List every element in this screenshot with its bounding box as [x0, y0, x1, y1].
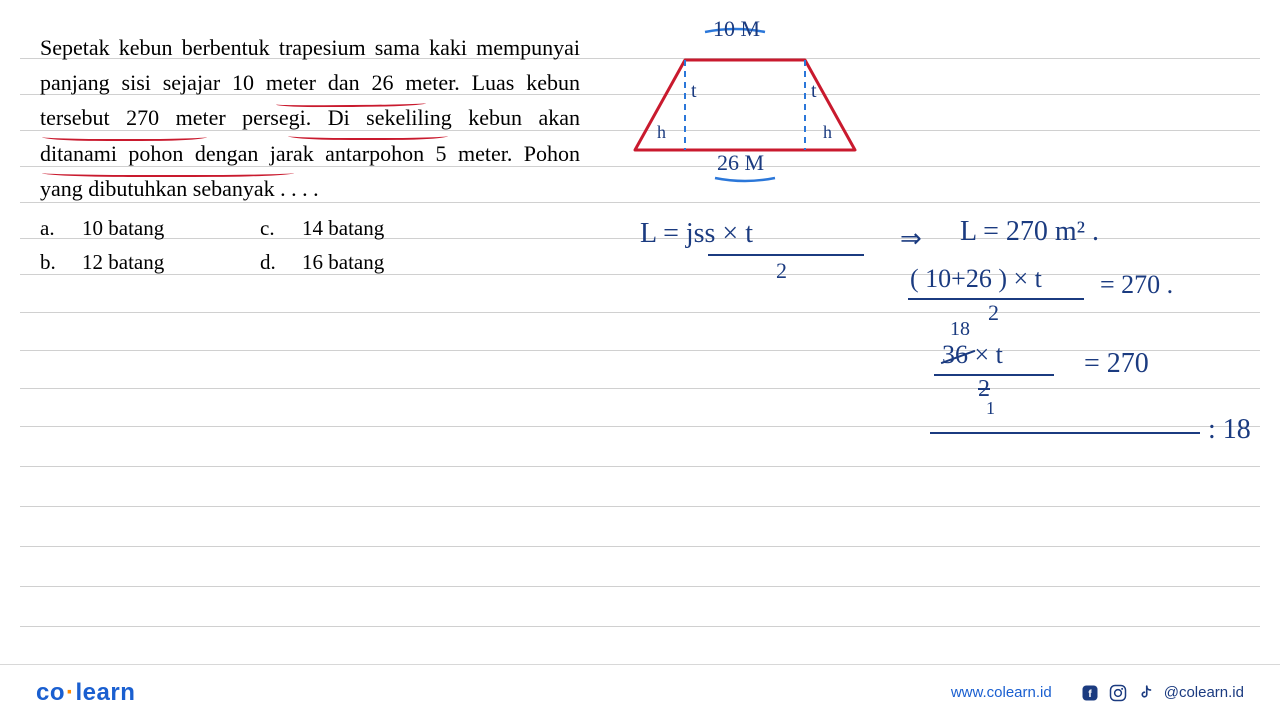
trapezoid-svg	[615, 20, 915, 210]
option-text-a: 10 batang	[82, 212, 164, 246]
footer-socials: f @colearn.id	[1080, 683, 1244, 703]
instagram-icon	[1108, 683, 1128, 703]
diagram-bottom-label: 26 M	[717, 150, 764, 176]
footer-handle: @colearn.id	[1164, 684, 1244, 701]
formula-line3-top: 18	[950, 318, 970, 341]
option-label-a: a.	[40, 212, 64, 246]
diagram-t-right: t	[811, 80, 817, 103]
logo-left: co	[36, 679, 65, 706]
problem-text: Sepetak kebun berbentuk trapesium sama k…	[40, 30, 580, 279]
trapezoid-diagram: 10 M t t h h 26 M	[615, 20, 915, 200]
option-label-c: c.	[260, 212, 284, 246]
option-d: d. 16 batang	[260, 246, 480, 280]
formula-frac-line-3	[934, 374, 1054, 376]
option-text-b: 12 batang	[82, 246, 164, 280]
diagram-h-left: h	[657, 122, 666, 143]
diagram-t-left: t	[691, 80, 697, 103]
option-label-d: d.	[260, 246, 284, 280]
formula-frac-line-1	[708, 254, 864, 256]
option-c: c. 14 batang	[260, 212, 480, 246]
formula-arrow: ⇒	[900, 224, 922, 254]
content-area: Sepetak kebun berbentuk trapesium sama k…	[0, 0, 1280, 720]
logo: co·learn	[36, 679, 135, 707]
facebook-icon: f	[1080, 683, 1100, 703]
formula-line1-right: L = 270 m² .	[960, 216, 1099, 248]
footer-website: www.colearn.id	[951, 684, 1052, 701]
diagram-top-label: 10 M	[713, 16, 760, 42]
options-grid: a. 10 batang c. 14 batang b. 12 batang d…	[40, 212, 580, 279]
footer-right: www.colearn.id f @colearn.id	[951, 683, 1244, 703]
formula-line1-den: 2	[776, 258, 787, 284]
option-text-d: 16 batang	[302, 246, 384, 280]
option-label-b: b.	[40, 246, 64, 280]
diagram-h-right: h	[823, 122, 832, 143]
formula-line2-den: 2	[988, 300, 999, 326]
formula-line3-eq: = 270	[1084, 348, 1149, 380]
option-a: a. 10 batang	[40, 212, 260, 246]
formula-line3-den-sub: 1	[986, 398, 995, 419]
formula-line2: ( 10+26 ) × t	[910, 264, 1042, 294]
option-text-c: 14 batang	[302, 212, 384, 246]
option-b: b. 12 batang	[40, 246, 260, 280]
footer: co·learn www.colearn.id f @colearn.id	[0, 664, 1280, 720]
logo-dot: ·	[65, 679, 76, 706]
formula-line3-num: 36 × t	[942, 340, 1003, 370]
formula-divider-line	[930, 432, 1200, 434]
logo-right: learn	[76, 679, 136, 706]
problem-body: Sepetak kebun berbentuk trapesium sama k…	[40, 35, 580, 201]
tiktok-icon	[1136, 683, 1156, 703]
formula-line1-left: L = jss × t	[640, 218, 753, 250]
formula-line2-eq: = 270 .	[1100, 270, 1173, 300]
formula-line4: : 18	[1208, 414, 1251, 446]
svg-text:f: f	[1088, 687, 1092, 699]
